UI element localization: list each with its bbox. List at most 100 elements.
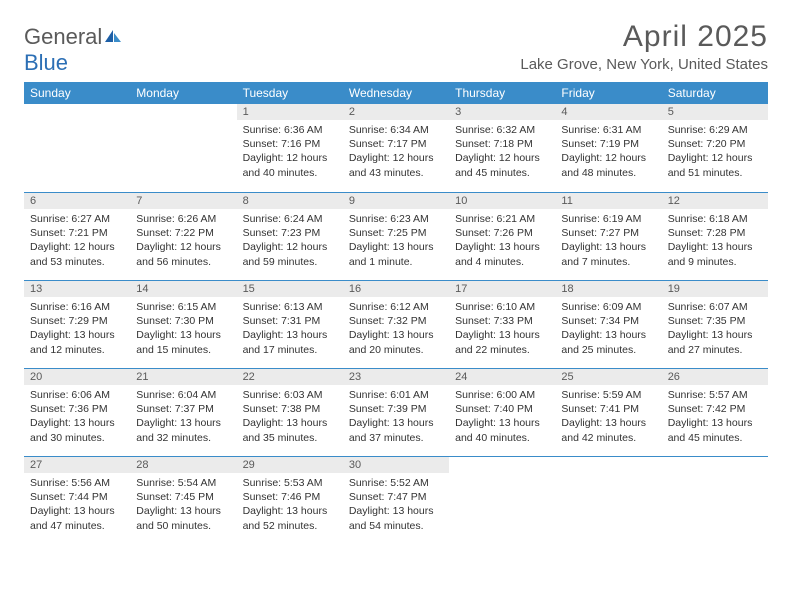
sunrise-line: Sunrise: 6:07 AM: [668, 300, 762, 314]
sunset-line: Sunset: 7:34 PM: [561, 314, 655, 328]
day-header-saturday: Saturday: [662, 82, 768, 104]
calendar-cell: 20Sunrise: 6:06 AMSunset: 7:36 PMDayligh…: [24, 369, 130, 456]
calendar-cell: 26Sunrise: 5:57 AMSunset: 7:42 PMDayligh…: [662, 369, 768, 456]
cell-date: 4: [555, 104, 661, 120]
sunset-line: Sunset: 7:42 PM: [668, 402, 762, 416]
sunrise-line: Sunrise: 6:06 AM: [30, 388, 124, 402]
sunset-line: Sunset: 7:30 PM: [136, 314, 230, 328]
cell-body: Sunrise: 6:34 AMSunset: 7:17 PMDaylight:…: [343, 120, 449, 186]
calendar-cell: 23Sunrise: 6:01 AMSunset: 7:39 PMDayligh…: [343, 369, 449, 456]
sunrise-line: Sunrise: 6:21 AM: [455, 212, 549, 226]
daylight-line: Daylight: 13 hours and 45 minutes.: [668, 416, 762, 444]
sunset-line: Sunset: 7:26 PM: [455, 226, 549, 240]
calendar-cell: [130, 104, 236, 192]
cell-date: 7: [130, 193, 236, 209]
calendar-cell: 12Sunrise: 6:18 AMSunset: 7:28 PMDayligh…: [662, 193, 768, 280]
cell-body: Sunrise: 6:13 AMSunset: 7:31 PMDaylight:…: [237, 297, 343, 363]
header: GeneralBlue April 2025 Lake Grove, New Y…: [24, 20, 768, 76]
daylight-line: Daylight: 13 hours and 27 minutes.: [668, 328, 762, 356]
sunset-line: Sunset: 7:36 PM: [30, 402, 124, 416]
sunset-line: Sunset: 7:40 PM: [455, 402, 549, 416]
sunset-line: Sunset: 7:31 PM: [243, 314, 337, 328]
daylight-line: Daylight: 13 hours and 12 minutes.: [30, 328, 124, 356]
calendar-cell: 21Sunrise: 6:04 AMSunset: 7:37 PMDayligh…: [130, 369, 236, 456]
calendar: Sunday Monday Tuesday Wednesday Thursday…: [24, 82, 768, 544]
sunset-line: Sunset: 7:47 PM: [349, 490, 443, 504]
sunrise-line: Sunrise: 5:54 AM: [136, 476, 230, 490]
cell-date: 6: [24, 193, 130, 209]
cell-body: Sunrise: 6:10 AMSunset: 7:33 PMDaylight:…: [449, 297, 555, 363]
sunrise-line: Sunrise: 6:15 AM: [136, 300, 230, 314]
cell-body: Sunrise: 5:56 AMSunset: 7:44 PMDaylight:…: [24, 473, 130, 539]
sunset-line: Sunset: 7:45 PM: [136, 490, 230, 504]
sunset-line: Sunset: 7:32 PM: [349, 314, 443, 328]
daylight-line: Daylight: 13 hours and 37 minutes.: [349, 416, 443, 444]
cell-date: 20: [24, 369, 130, 385]
calendar-cell: 7Sunrise: 6:26 AMSunset: 7:22 PMDaylight…: [130, 193, 236, 280]
cell-body: Sunrise: 6:00 AMSunset: 7:40 PMDaylight:…: [449, 385, 555, 451]
cell-date: 23: [343, 369, 449, 385]
daylight-line: Daylight: 13 hours and 40 minutes.: [455, 416, 549, 444]
sunrise-line: Sunrise: 6:12 AM: [349, 300, 443, 314]
cell-date: 27: [24, 457, 130, 473]
sunset-line: Sunset: 7:23 PM: [243, 226, 337, 240]
sunset-line: Sunset: 7:41 PM: [561, 402, 655, 416]
calendar-cell: 10Sunrise: 6:21 AMSunset: 7:26 PMDayligh…: [449, 193, 555, 280]
calendar-cell: 28Sunrise: 5:54 AMSunset: 7:45 PMDayligh…: [130, 457, 236, 544]
sunrise-line: Sunrise: 6:19 AM: [561, 212, 655, 226]
calendar-cell: 5Sunrise: 6:29 AMSunset: 7:20 PMDaylight…: [662, 104, 768, 192]
sunset-line: Sunset: 7:19 PM: [561, 137, 655, 151]
day-header-thursday: Thursday: [449, 82, 555, 104]
calendar-cell: [449, 457, 555, 544]
cell-date: 5: [662, 104, 768, 120]
daylight-line: Daylight: 12 hours and 53 minutes.: [30, 240, 124, 268]
daylight-line: Daylight: 13 hours and 9 minutes.: [668, 240, 762, 268]
cell-date: 19: [662, 281, 768, 297]
sunset-line: Sunset: 7:44 PM: [30, 490, 124, 504]
calendar-cell: 27Sunrise: 5:56 AMSunset: 7:44 PMDayligh…: [24, 457, 130, 544]
cell-body: Sunrise: 5:53 AMSunset: 7:46 PMDaylight:…: [237, 473, 343, 539]
sunrise-line: Sunrise: 6:29 AM: [668, 123, 762, 137]
cell-body: Sunrise: 6:27 AMSunset: 7:21 PMDaylight:…: [24, 209, 130, 275]
sunset-line: Sunset: 7:39 PM: [349, 402, 443, 416]
calendar-cell: 19Sunrise: 6:07 AMSunset: 7:35 PMDayligh…: [662, 281, 768, 368]
cell-body: Sunrise: 6:12 AMSunset: 7:32 PMDaylight:…: [343, 297, 449, 363]
calendar-cell: 14Sunrise: 6:15 AMSunset: 7:30 PMDayligh…: [130, 281, 236, 368]
calendar-cell: 17Sunrise: 6:10 AMSunset: 7:33 PMDayligh…: [449, 281, 555, 368]
sunrise-line: Sunrise: 5:53 AM: [243, 476, 337, 490]
sunset-line: Sunset: 7:25 PM: [349, 226, 443, 240]
calendar-row: 13Sunrise: 6:16 AMSunset: 7:29 PMDayligh…: [24, 280, 768, 368]
daylight-line: Daylight: 13 hours and 42 minutes.: [561, 416, 655, 444]
cell-date: 22: [237, 369, 343, 385]
calendar-cell: 3Sunrise: 6:32 AMSunset: 7:18 PMDaylight…: [449, 104, 555, 192]
calendar-row: 27Sunrise: 5:56 AMSunset: 7:44 PMDayligh…: [24, 456, 768, 544]
daylight-line: Daylight: 13 hours and 54 minutes.: [349, 504, 443, 532]
cell-date: 9: [343, 193, 449, 209]
sunrise-line: Sunrise: 6:04 AM: [136, 388, 230, 402]
cell-date: 25: [555, 369, 661, 385]
logo-sail-icon: [103, 24, 123, 50]
cell-body: Sunrise: 6:06 AMSunset: 7:36 PMDaylight:…: [24, 385, 130, 451]
sunset-line: Sunset: 7:28 PM: [668, 226, 762, 240]
calendar-page: GeneralBlue April 2025 Lake Grove, New Y…: [0, 0, 792, 612]
sunrise-line: Sunrise: 6:27 AM: [30, 212, 124, 226]
daylight-line: Daylight: 12 hours and 40 minutes.: [243, 151, 337, 179]
cell-body: Sunrise: 6:32 AMSunset: 7:18 PMDaylight:…: [449, 120, 555, 186]
cell-body: Sunrise: 6:15 AMSunset: 7:30 PMDaylight:…: [130, 297, 236, 363]
sunrise-line: Sunrise: 6:26 AM: [136, 212, 230, 226]
calendar-cell: 13Sunrise: 6:16 AMSunset: 7:29 PMDayligh…: [24, 281, 130, 368]
cell-date: 17: [449, 281, 555, 297]
cell-body: Sunrise: 6:29 AMSunset: 7:20 PMDaylight:…: [662, 120, 768, 186]
cell-body: Sunrise: 5:54 AMSunset: 7:45 PMDaylight:…: [130, 473, 236, 539]
cell-date: 12: [662, 193, 768, 209]
calendar-cell: 18Sunrise: 6:09 AMSunset: 7:34 PMDayligh…: [555, 281, 661, 368]
day-header-monday: Monday: [130, 82, 236, 104]
daylight-line: Daylight: 13 hours and 50 minutes.: [136, 504, 230, 532]
sunrise-line: Sunrise: 5:59 AM: [561, 388, 655, 402]
calendar-cell: 29Sunrise: 5:53 AMSunset: 7:46 PMDayligh…: [237, 457, 343, 544]
cell-body: Sunrise: 6:31 AMSunset: 7:19 PMDaylight:…: [555, 120, 661, 186]
logo: GeneralBlue: [24, 20, 123, 76]
cell-body: Sunrise: 6:04 AMSunset: 7:37 PMDaylight:…: [130, 385, 236, 451]
cell-body: Sunrise: 6:36 AMSunset: 7:16 PMDaylight:…: [237, 120, 343, 186]
cell-date: 18: [555, 281, 661, 297]
